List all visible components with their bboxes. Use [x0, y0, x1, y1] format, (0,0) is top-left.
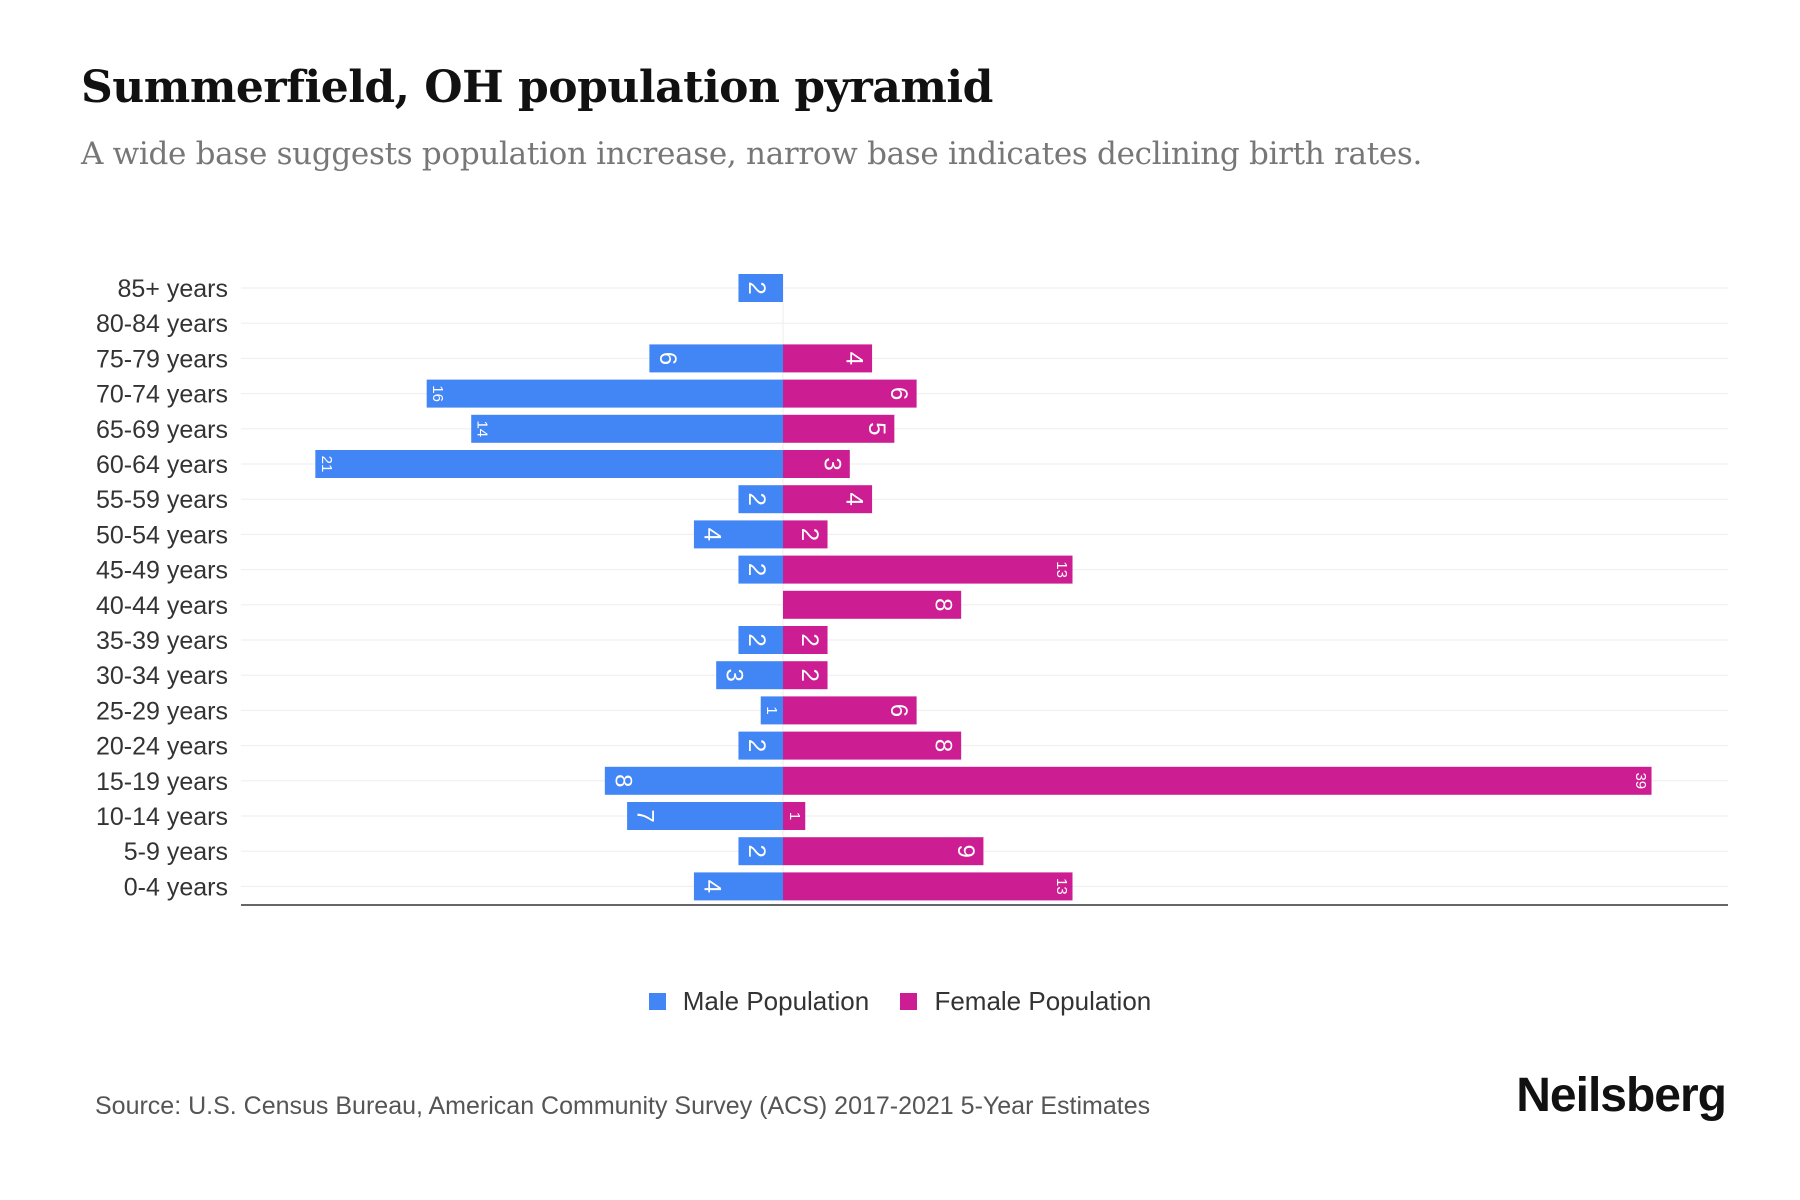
category-label: 0-4 years — [124, 873, 228, 901]
legend-swatch-male — [648, 993, 666, 1010]
data-label: 6 — [885, 704, 912, 717]
data-label: 4 — [841, 493, 868, 506]
female-bar — [783, 414, 895, 443]
male-bar — [760, 696, 783, 725]
data-label: 1 — [786, 812, 803, 820]
female-bar — [783, 696, 917, 725]
category-label: 85+ years — [118, 275, 229, 303]
male-bar — [693, 520, 783, 549]
male-bar — [649, 344, 783, 373]
data-label: 2 — [743, 739, 770, 752]
data-label: 2 — [743, 633, 770, 646]
data-label: 6 — [654, 352, 681, 365]
male-bar — [315, 450, 783, 478]
male-bar — [738, 731, 783, 760]
category-label: 40-44 years — [96, 592, 228, 620]
data-label: 13 — [1053, 561, 1070, 578]
male-bar — [716, 661, 783, 690]
data-label: 2 — [743, 845, 770, 858]
category-label: 60-64 years — [96, 451, 228, 479]
legend-swatch-female — [900, 993, 918, 1010]
data-label: 13 — [1053, 878, 1070, 895]
neilsberg-logo: Neilsberg — [1516, 1069, 1727, 1122]
male-bar — [738, 626, 783, 654]
female-bar — [783, 590, 962, 619]
category-label: 15-19 years — [96, 768, 228, 796]
female-bar — [783, 450, 850, 478]
legend-item-female: Female Population — [900, 986, 1151, 1017]
male-bar — [627, 802, 783, 830]
legend-label-male: Male Population — [682, 986, 870, 1016]
data-label: 5 — [863, 422, 890, 435]
legend: Male Population Female Population — [0, 986, 1800, 1017]
category-label: 80-84 years — [96, 310, 228, 338]
male-bar — [604, 766, 783, 795]
female-bar — [783, 485, 873, 514]
data-label: 3 — [721, 669, 748, 682]
female-bar — [783, 766, 1652, 795]
male-bar — [471, 414, 783, 443]
data-label: 2 — [743, 281, 770, 294]
data-label: 16 — [429, 385, 446, 402]
legend-label-female: Female Population — [934, 986, 1152, 1016]
female-bar — [783, 379, 917, 408]
data-label: 2 — [743, 493, 770, 506]
female-bar — [783, 837, 984, 866]
category-label: 20-24 years — [96, 733, 228, 761]
data-label: 4 — [698, 880, 725, 893]
category-label: 75-79 years — [96, 345, 228, 373]
pyramid-chart: 85+ years 80-84 years 75-79 years 70-74 yea… — [96, 274, 1728, 906]
data-label: 9 — [952, 845, 979, 858]
male-bar — [738, 837, 783, 866]
category-label: 70-74 years — [96, 381, 228, 409]
data-label: 7 — [632, 809, 659, 822]
data-label: 6 — [885, 387, 912, 400]
chart-subtitle: A wide base suggests population increase… — [81, 136, 1423, 172]
data-label: 4 — [698, 528, 725, 541]
male-bar — [738, 485, 783, 514]
female-bar — [783, 802, 806, 830]
category-label: 30-34 years — [96, 662, 228, 690]
female-bar — [783, 872, 1073, 901]
data-label: 2 — [743, 563, 770, 576]
category-label: 65-69 years — [96, 416, 228, 444]
data-label: 8 — [930, 739, 957, 752]
category-label: 10-14 years — [96, 803, 228, 831]
data-label: 2 — [796, 669, 823, 682]
male-bar — [738, 555, 783, 584]
category-label: 35-39 years — [96, 627, 228, 655]
male-bar — [738, 274, 783, 302]
female-bar — [783, 661, 828, 690]
legend-item-male: Male Population — [648, 986, 870, 1017]
category-label: 5-9 years — [124, 838, 228, 866]
female-bar — [783, 520, 828, 549]
data-label: 3 — [818, 457, 845, 470]
male-bar — [426, 379, 783, 408]
female-bar — [783, 626, 828, 654]
female-bar — [783, 731, 962, 760]
category-label: 55-59 years — [96, 486, 228, 514]
data-label: 14 — [474, 420, 491, 437]
male-bar — [693, 872, 783, 901]
female-bar — [783, 344, 873, 373]
data-label: 2 — [796, 633, 823, 646]
source-note: Source: U.S. Census Bureau, American Com… — [95, 1092, 1151, 1120]
category-label: 50-54 years — [96, 521, 228, 549]
data-label: 8 — [609, 774, 636, 787]
data-label: 8 — [930, 598, 957, 611]
data-label: 21 — [318, 456, 335, 473]
female-bar — [783, 555, 1073, 584]
data-label: 1 — [763, 706, 780, 714]
chart-title: Summerfield, OH population pyramid — [81, 62, 993, 113]
data-label: 2 — [796, 528, 823, 541]
category-label: 25-29 years — [96, 697, 228, 725]
data-label: 39 — [1632, 772, 1649, 789]
data-label: 4 — [841, 352, 868, 365]
category-label: 45-49 years — [96, 557, 228, 585]
